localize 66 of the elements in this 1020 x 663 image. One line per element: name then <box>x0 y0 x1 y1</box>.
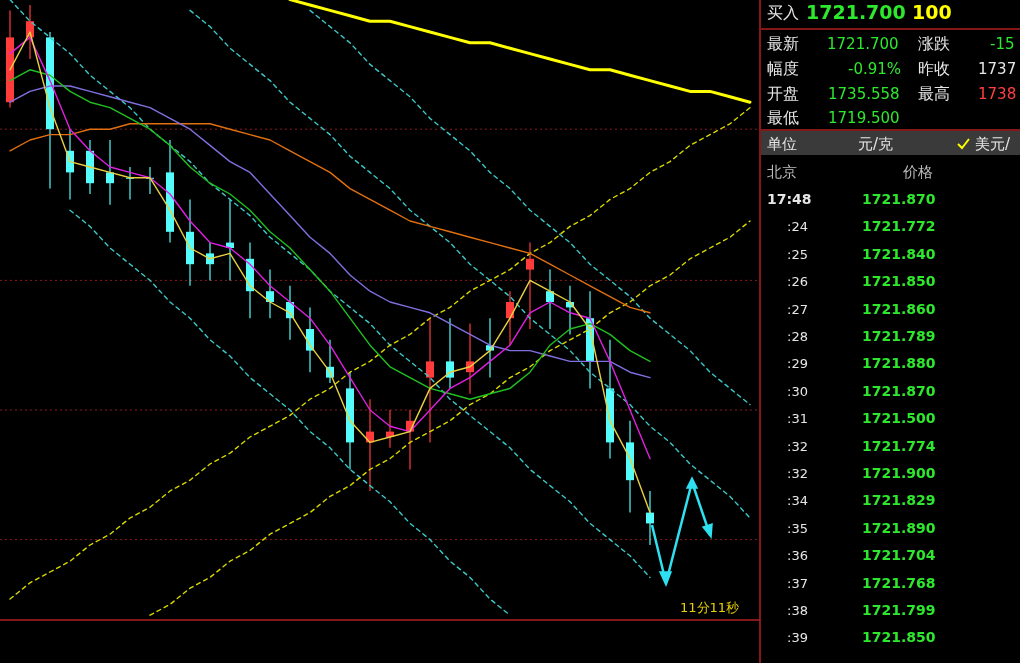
text: 单位 <box>767 135 797 153</box>
candlestick <box>306 306 314 373</box>
text: :32 <box>787 466 808 481</box>
text: 买入 <box>767 3 799 22</box>
text: 1737 <box>978 60 1017 78</box>
text: 涨跌 <box>918 34 950 53</box>
text: :36 <box>787 548 808 564</box>
text: 1721.850 <box>862 273 936 290</box>
text: -0.91% <box>848 60 902 78</box>
text: 昨收 <box>918 59 950 78</box>
candlestick <box>106 139 114 206</box>
text: 北京 <box>767 163 797 181</box>
text: 美元/ <box>975 135 1011 153</box>
text: :38 <box>787 603 808 618</box>
text: :27 <box>787 301 808 317</box>
candlestick <box>506 290 514 346</box>
text: :30 <box>787 383 808 399</box>
text: 11分11秒 <box>680 600 740 615</box>
text: 元/克 <box>858 135 894 153</box>
text: 1721.870 <box>862 191 936 207</box>
text: 1721.789 <box>862 328 936 344</box>
text: 1721.840 <box>862 245 936 262</box>
text: 1721.829 <box>862 492 936 509</box>
candlestick <box>446 317 454 389</box>
text: 1735.558 <box>828 85 900 103</box>
text: 最新 <box>767 34 799 53</box>
text: 1721.799 <box>862 602 936 618</box>
text: :39 <box>787 630 808 646</box>
text: 1721.768 <box>862 574 936 591</box>
text: 1721.772 <box>862 218 936 235</box>
text: :24 <box>787 219 808 235</box>
text: 幅度 <box>767 59 799 78</box>
text: 最高 <box>918 84 950 103</box>
text: 1721.704 <box>862 547 936 564</box>
text: :31 <box>787 411 808 427</box>
text: -15 <box>990 35 1015 53</box>
text: 1721.500 <box>862 410 936 427</box>
text: :37 <box>787 575 808 591</box>
text: 1721.700 <box>827 35 899 53</box>
text: :32 <box>787 438 808 454</box>
text: 1721.850 <box>862 629 936 646</box>
candlestick <box>266 269 274 319</box>
text: 100 <box>912 1 952 23</box>
text: :34 <box>787 493 808 509</box>
text: 1721.860 <box>862 300 936 317</box>
candlestick <box>646 490 654 546</box>
text: 1721.890 <box>862 519 936 536</box>
text: 1721.870 <box>862 382 936 399</box>
text: 17:48 <box>767 191 812 207</box>
text: 1721.774 <box>862 437 936 454</box>
text: 价格 <box>902 163 933 181</box>
candlestick <box>526 242 534 330</box>
text: 开盘 <box>767 84 799 103</box>
text: 1721.880 <box>862 355 936 372</box>
text: :29 <box>787 356 808 372</box>
candlestick <box>546 269 554 330</box>
candlestick <box>426 317 434 443</box>
text: 最低 <box>767 108 799 127</box>
text: :25 <box>787 246 808 262</box>
text: :26 <box>787 274 808 290</box>
text: 1719.500 <box>828 109 900 127</box>
text: 1721.900 <box>862 465 936 481</box>
text: :35 <box>787 520 808 536</box>
text: 1738 <box>978 85 1017 103</box>
text: 1721.700 <box>806 1 906 23</box>
text: :28 <box>787 329 808 344</box>
